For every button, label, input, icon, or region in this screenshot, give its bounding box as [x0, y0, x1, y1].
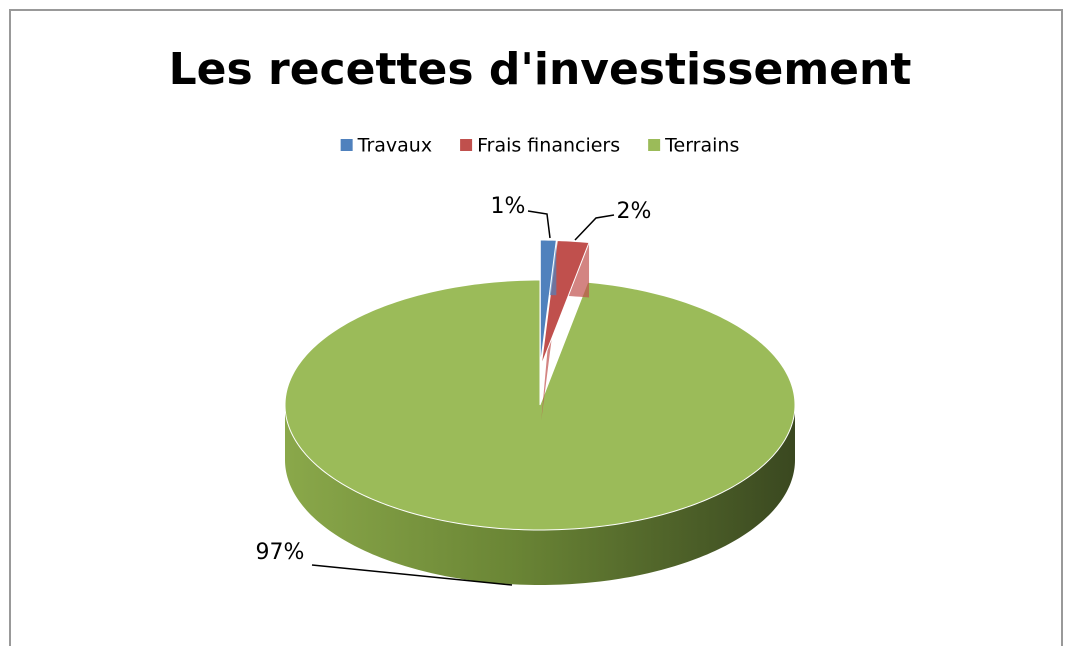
legend-items: Travaux Frais financiers Terrains [340, 135, 739, 157]
pie-slice [284, 279, 796, 585]
data-label: 97% [256, 540, 305, 565]
legend-label: Frais financiers [477, 135, 620, 157]
slice-top [539, 239, 557, 366]
slice-side [285, 405, 795, 585]
legend-swatch [648, 139, 661, 151]
legend-label: Travaux [357, 135, 432, 157]
data-label: 1% [491, 194, 526, 219]
leader-line [574, 214, 615, 241]
slice-top [284, 279, 796, 531]
legend: Travaux Frais financiers Terrains [340, 135, 739, 157]
data-label: 2% [617, 199, 652, 224]
pie-slice [539, 239, 557, 421]
slice-top [540, 240, 590, 366]
pie-slice [540, 240, 590, 421]
leader-line [311, 564, 513, 586]
pie: 1% 2% 97% [256, 194, 796, 586]
leader-line [527, 210, 551, 239]
legend-swatch [460, 139, 473, 151]
slice-depth [541, 240, 590, 421]
chart-title: Les recettes d'investissement [169, 44, 912, 95]
legend-swatch [340, 139, 353, 151]
legend-label: Terrains [664, 135, 739, 157]
chart-frame [9, 9, 1063, 646]
